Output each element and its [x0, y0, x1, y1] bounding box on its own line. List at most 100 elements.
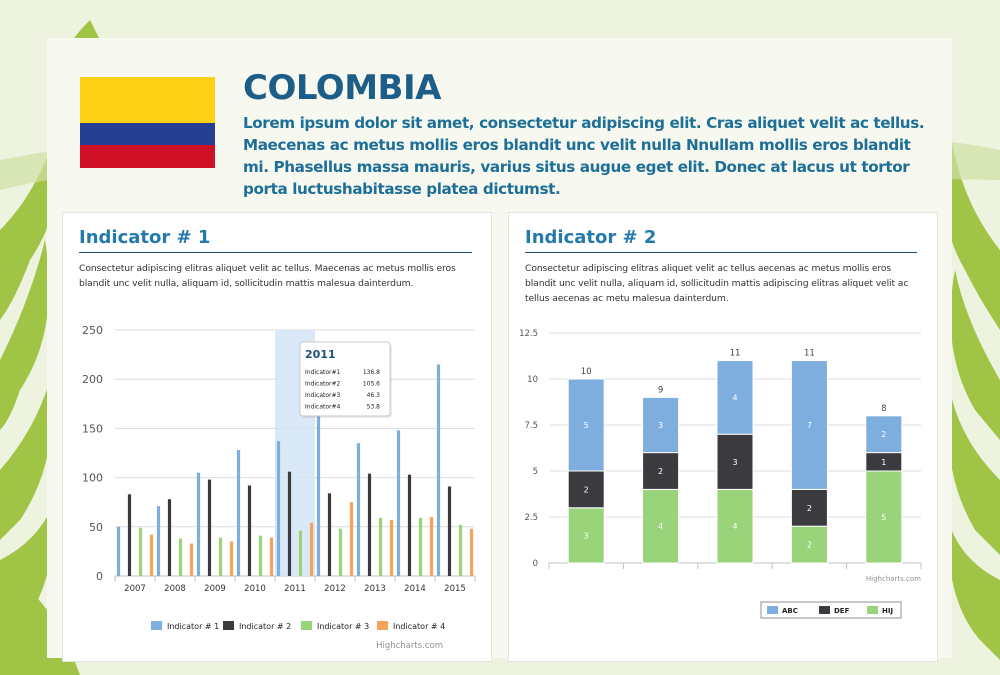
chart-credit: Highcharts.com [866, 575, 921, 583]
legend-label: Indicator # 4 [393, 622, 445, 631]
legend-label: Indicator # 3 [317, 622, 369, 631]
tooltip-row-value: 136.8 [363, 369, 380, 376]
tooltip-row-label: Indicator#1 [305, 369, 341, 376]
bar-segment [567, 470, 605, 509]
country-title: COLOMBIA [243, 68, 441, 108]
bar [149, 534, 154, 576]
flag-red-stripe [80, 145, 215, 168]
segment-label: 2 [807, 541, 812, 550]
y-tick-label: 50 [89, 521, 103, 534]
bar [429, 516, 434, 576]
colombia-flag [80, 77, 215, 168]
x-tick-label: 2007 [124, 584, 146, 594]
x-tick-label: 2014 [404, 584, 426, 594]
total-label: 9 [658, 385, 663, 395]
intro-text: Lorem ipsum dolor sit amet, consectetur … [243, 114, 925, 198]
legend-label: Indicator # 1 [167, 622, 219, 631]
bar [196, 472, 201, 576]
segment-label: 4 [732, 393, 737, 402]
bar [229, 541, 234, 576]
segment-label: 4 [658, 522, 663, 531]
segment-label: 4 [732, 522, 737, 531]
segment-label: 2 [881, 430, 886, 439]
indicator-1-card: Indicator # 1 Consectetur adipiscing eli… [62, 212, 492, 662]
legend-swatch [377, 621, 388, 630]
bar [389, 519, 394, 576]
indicator-1-rule [79, 252, 472, 253]
segment-label: 5 [584, 421, 589, 430]
segment-label: 3 [732, 458, 737, 467]
segment-label: 1 [881, 458, 886, 467]
chart-credit: Highcharts.com [376, 641, 443, 651]
bar-segment [865, 415, 903, 454]
bar [316, 408, 321, 576]
flag-blue-stripe [80, 123, 215, 145]
indicator-2-card: Indicator # 2 Consectetur adipiscing eli… [508, 212, 938, 662]
segment-label: 2 [584, 485, 589, 494]
segment-label: 2 [658, 467, 663, 476]
indicator-1-text: Consectetur adipiscing elitras aliquet v… [79, 263, 456, 289]
bar [447, 486, 452, 576]
bar [458, 524, 463, 576]
total-label: 10 [581, 367, 592, 377]
y-tick-label: 10 [527, 375, 538, 385]
bar [287, 471, 292, 576]
bar [247, 485, 252, 576]
flag-yellow-stripe [80, 77, 215, 123]
bar [298, 530, 303, 576]
tooltip-row-value: 46.3 [367, 392, 381, 399]
bar [127, 494, 132, 576]
indicator-1-title: Indicator # 1 [79, 227, 211, 248]
bar [258, 535, 263, 576]
bar [167, 499, 172, 576]
legend-swatch [301, 621, 312, 630]
indicator-2-text: Consectetur adipiscing elitras aliquet v… [525, 263, 909, 304]
x-tick-label: 2012 [324, 584, 346, 594]
bar [116, 526, 121, 576]
tooltip-box [299, 341, 391, 417]
bar [356, 443, 361, 576]
bar [338, 528, 343, 576]
bar [236, 450, 241, 576]
segment-label: 3 [584, 531, 589, 540]
bar-segment [642, 452, 680, 490]
bar-segment [642, 488, 680, 564]
bar-segment [790, 360, 828, 490]
indicator-2-chart[interactable]: 0 2.5 5 7.5 10 12.5 3 2 5 10 4 2 3 9 4 3 4 11 2 2 7 11 5 1 2 8 Hig… [509, 321, 937, 651]
indicator-2-rule [525, 252, 917, 253]
bar [349, 502, 354, 576]
indicator-1-chart[interactable]: 0 50 100 150 200 250 2007 2008 2009 2010 2011 2012 2… [63, 318, 491, 658]
bar-segment [567, 378, 605, 472]
bar [436, 364, 441, 576]
y-tick-label: 5 [533, 467, 538, 477]
y-tick-label: 12.5 [519, 329, 538, 339]
legend-box [760, 601, 902, 619]
y-tick-label: 250 [82, 324, 103, 337]
bar-segment [716, 488, 754, 564]
y-tick-label: 150 [82, 422, 103, 435]
bar [378, 517, 383, 576]
legend-label: DEF [834, 607, 850, 615]
x-tick-label: 2013 [364, 584, 386, 594]
x-tick-label: 2009 [204, 584, 226, 594]
bar [207, 479, 212, 576]
tooltip-row-value: 53.8 [367, 404, 381, 411]
tooltip-row-label: Indicator#2 [305, 381, 341, 388]
legend-label: ABC [782, 607, 798, 615]
segment-label: 3 [658, 421, 663, 430]
y-tick-label: 2.5 [524, 513, 538, 523]
y-tick-label: 7.5 [524, 421, 538, 431]
bar [189, 543, 194, 576]
bar [418, 517, 423, 576]
y-tick-label: 0 [96, 570, 103, 583]
legend-swatch [767, 606, 778, 614]
bar [309, 522, 314, 576]
segment-label: 2 [807, 504, 812, 513]
tooltip-row-label: Indicator#4 [305, 404, 341, 411]
legend-label: HIJ [882, 607, 893, 615]
bar [269, 537, 274, 576]
bar [138, 527, 143, 576]
legend-label: Indicator # 2 [239, 622, 291, 631]
tooltip-title: 2011 [305, 348, 336, 361]
tooltip-row-value: 105.6 [363, 381, 380, 388]
